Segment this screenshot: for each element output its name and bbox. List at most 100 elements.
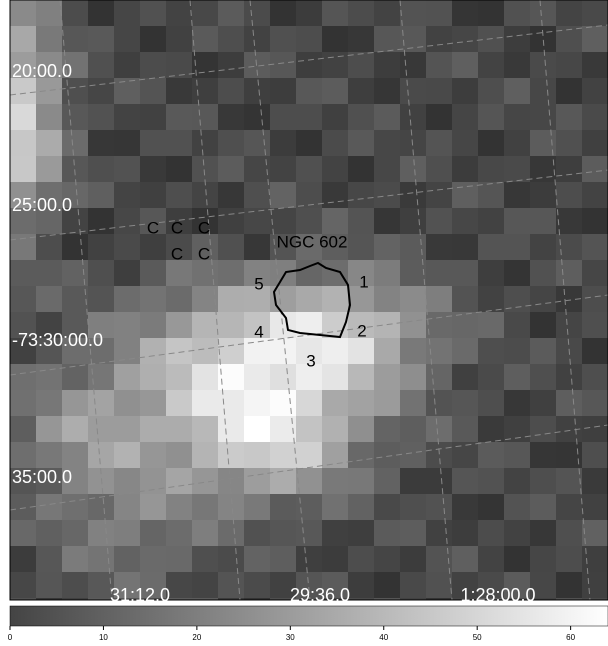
pixel [530,468,557,495]
pixel [296,520,323,547]
colorbar-tick-label: 60 [566,633,575,642]
pixel [504,52,531,79]
pixel [270,520,297,547]
pixel [166,546,193,573]
pixel [296,442,323,469]
pixel [478,494,505,521]
pixel [374,104,401,131]
pixel [244,442,271,469]
pixel [556,260,583,287]
pixel [36,234,63,261]
pixel [322,416,349,443]
pixel [218,78,245,105]
region-label: 3 [306,351,315,370]
pixel [36,390,63,417]
pixel [114,0,141,27]
pixel [530,286,557,313]
pixel [322,338,349,365]
pixel [530,52,557,79]
pixel [296,286,323,313]
pixel [582,520,608,547]
pixel [36,546,63,573]
pixel [478,338,505,365]
pixel [582,52,608,79]
pixel [582,494,608,521]
pixel [452,78,479,105]
pixel [166,416,193,443]
pixel [270,52,297,79]
pixel [348,546,375,573]
pixel [244,572,271,599]
pixel [218,520,245,547]
pixel [504,78,531,105]
pixel [452,286,479,313]
pixel [530,546,557,573]
pixel [244,130,271,157]
pixel [296,0,323,27]
pixel [296,156,323,183]
pixel [88,234,115,261]
pixel [426,572,453,599]
pixel [556,156,583,183]
pixel [374,130,401,157]
pixel [556,494,583,521]
pixel [62,156,89,183]
pixel [582,338,608,365]
pixel [426,494,453,521]
pixel [452,442,479,469]
pixel [348,182,375,209]
pixel [530,260,557,287]
pixel [114,52,141,79]
pixel [348,338,375,365]
pixel [296,390,323,417]
pixel [426,468,453,495]
pixel [270,364,297,391]
pixel [114,130,141,157]
pixel [270,104,297,131]
pixel [348,572,375,599]
pixel [140,78,167,105]
pixel [426,52,453,79]
pixel [322,494,349,521]
pixel [140,286,167,313]
pixel [582,182,608,209]
pixel [62,130,89,157]
pixel [296,546,323,573]
page: {"axis_labels": {"dec": ["20:00.0", "25:… [0,0,608,646]
pixel [218,494,245,521]
pixel [88,130,115,157]
pixel [348,0,375,27]
pixel [114,208,141,235]
pixel [114,442,141,469]
pixel [244,546,271,573]
pixel [400,520,427,547]
pixel [36,104,63,131]
pixel [218,546,245,573]
pixel [556,572,583,599]
pixel [322,390,349,417]
pixel [530,390,557,417]
pixel [140,130,167,157]
pixel [62,390,89,417]
pixel [400,182,427,209]
pixel [296,416,323,443]
pixel [114,520,141,547]
pixel [348,468,375,495]
pixel [374,494,401,521]
pixel [348,130,375,157]
pixel [478,156,505,183]
pixel [192,442,219,469]
pixel [400,234,427,261]
pixel [192,182,219,209]
pixel [114,260,141,287]
pixel [582,442,608,469]
pixel [400,468,427,495]
pixel [140,494,167,521]
object-label: NGC 602 [277,232,348,251]
pixel [400,390,427,417]
pixel [478,390,505,417]
pixel [296,78,323,105]
pixel [192,0,219,27]
pixel [218,0,245,27]
pixel [400,208,427,235]
